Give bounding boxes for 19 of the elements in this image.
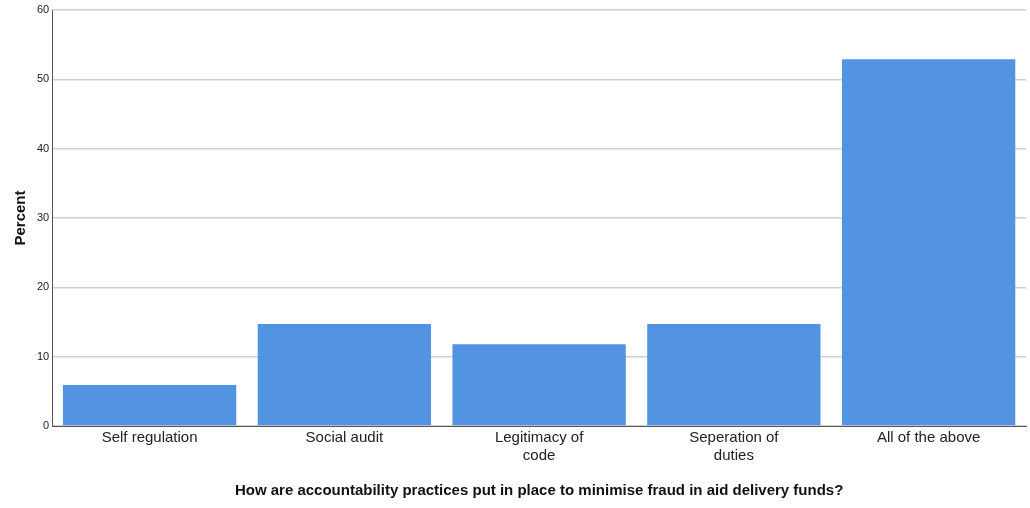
x-tick-label: All of the above [876,428,981,446]
x-tick-label: Legitimacy of code [494,428,585,464]
x-axis-title: How are accountability practices put in place to minimise fraud in aid delivery funds? [234,481,844,499]
bar [647,324,821,426]
x-tick-label: Self regulation [101,428,198,446]
y-tick-label: 0 [43,419,50,432]
y-tick-label: 30 [36,211,50,224]
x-tick-label: Social audit [305,428,384,446]
bar [257,324,432,426]
y-tick-label: 40 [36,141,50,154]
y-tick-label: 10 [36,349,50,362]
bar [452,344,626,426]
y-axis-title: Percent [11,190,29,246]
bar [62,385,237,426]
y-tick-label: 50 [36,72,50,85]
y-tick-label: 60 [36,3,50,16]
x-tick-label: Seperation of duties [689,428,780,464]
bar [841,59,1016,426]
y-tick-label: 20 [36,280,50,293]
